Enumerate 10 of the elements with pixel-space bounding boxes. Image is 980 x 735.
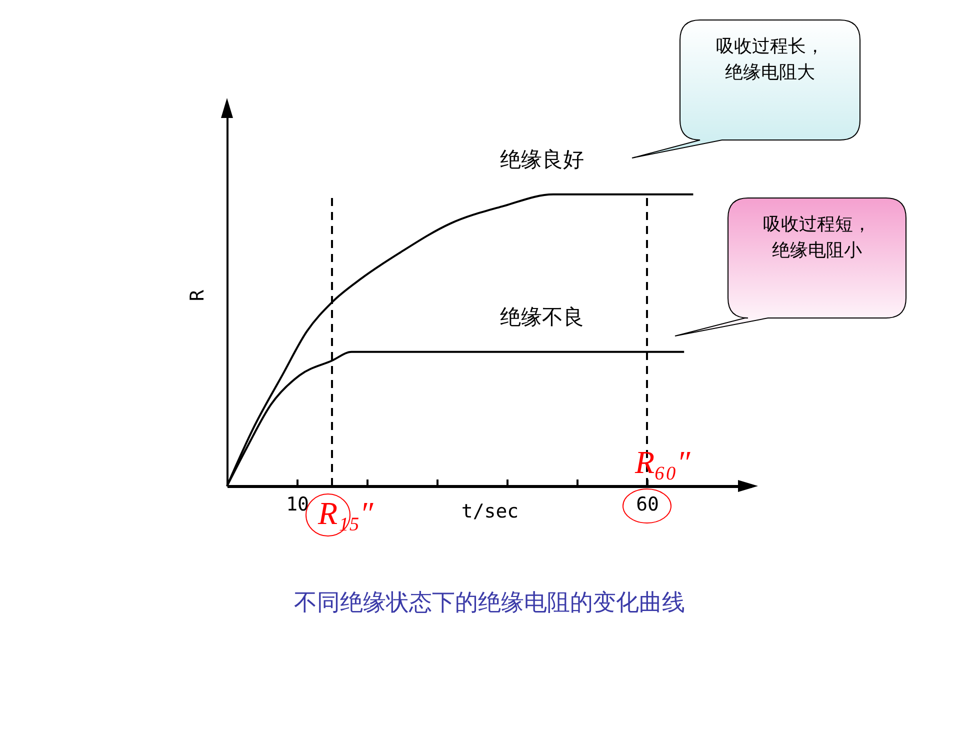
text: 吸收过程长，绝缘电阻大 xyxy=(715,35,825,85)
x-axis-title: t/sec xyxy=(461,500,519,522)
ref-line-label: R₆₀″ xyxy=(634,444,691,480)
x-tick-label: 10 xyxy=(286,494,309,516)
series-label: 绝缘良好 xyxy=(500,147,584,172)
x-tick-label: 60 xyxy=(636,494,659,516)
y-axis-title: R xyxy=(186,289,208,302)
text: 吸收过程短，绝缘电阻小 xyxy=(762,213,872,263)
text: 不同绝缘状态下的绝缘电阻的变化曲线 xyxy=(294,590,685,616)
series-label: 绝缘不良 xyxy=(500,304,584,329)
